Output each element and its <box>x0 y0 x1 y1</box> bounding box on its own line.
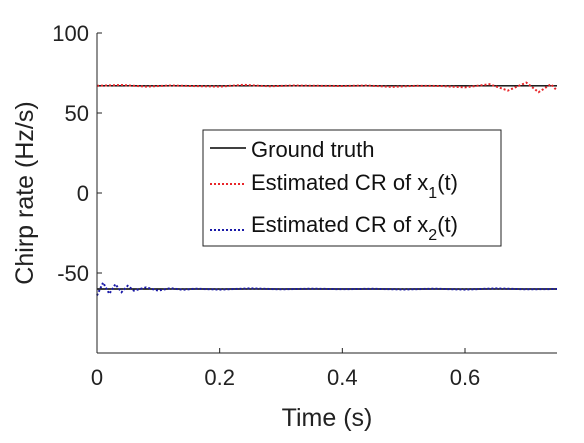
axes-layer: 0 0.2 0.4 0.6 -50 0 50 100 <box>52 21 557 390</box>
legend-subscript-2: 2 <box>428 227 437 244</box>
x-tick-label: 0.2 <box>204 365 235 390</box>
legend-label-estimated-x1: Estimated CR of x1(t) <box>251 170 458 202</box>
legend-label-estimated-x2: Estimated CR of x2(t) <box>251 212 458 244</box>
y-tick-label: -50 <box>57 261 89 286</box>
x-tick-label: 0.4 <box>327 365 358 390</box>
legend-suffix-2: (t) <box>437 212 458 237</box>
y-tick-label: 0 <box>77 181 89 206</box>
legend-box <box>202 129 502 247</box>
y-tick-label: 100 <box>52 21 89 46</box>
legend-subscript-1: 1 <box>428 185 437 202</box>
legend: Ground truth Estimated CR of x1(t) Estim… <box>202 129 502 247</box>
x-tick-label: 0.6 <box>450 365 481 390</box>
series-line-estimated-x1 <box>96 81 558 94</box>
legend-suffix-1: (t) <box>437 170 458 195</box>
y-tick-label: 50 <box>65 101 89 126</box>
legend-label-ground-truth: Ground truth <box>251 137 375 162</box>
x-axis-label: Time (s) <box>282 404 373 432</box>
y-axis-label: Chirp rate (Hz/s) <box>11 101 39 284</box>
x-tick-label: 0 <box>91 365 103 390</box>
series-layer <box>96 81 558 296</box>
